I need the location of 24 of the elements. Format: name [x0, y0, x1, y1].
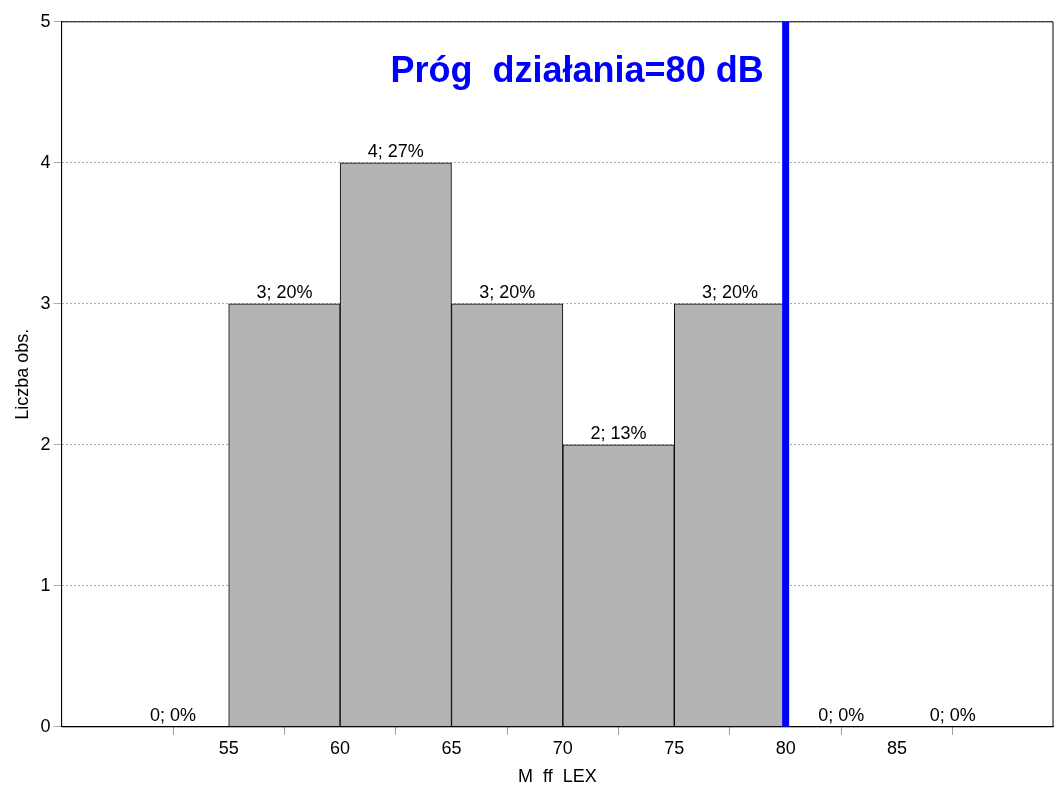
x-tick-label: 65 — [441, 737, 462, 758]
x-tick-label: 85 — [887, 737, 908, 758]
x-tick-label: 60 — [330, 737, 351, 758]
y-tick-label: 2 — [40, 433, 51, 454]
x-tick-label: 70 — [552, 737, 573, 758]
data-label: 0; 0% — [929, 704, 976, 725]
x-tick-label: 55 — [218, 737, 239, 758]
y-tick-label: 4 — [40, 151, 51, 172]
data-label: 3; 20% — [701, 281, 758, 302]
data-label: 3; 20% — [256, 281, 313, 302]
data-label: 4; 27% — [367, 140, 424, 161]
y-tick-label: 0 — [40, 715, 51, 736]
data-label: 0; 0% — [149, 704, 197, 725]
x-tick-label: 80 — [775, 737, 796, 758]
x-tick-label: 75 — [664, 737, 685, 758]
data-label: 3; 20% — [479, 281, 536, 302]
data-label: 0; 0% — [818, 704, 865, 725]
data-label: 2; 13% — [590, 422, 647, 443]
x-axis-title: M ff LEX — [517, 766, 597, 787]
ref-line-label: Próg działania=80 dB — [390, 48, 764, 90]
y-axis-title: Liczba obs. — [11, 328, 32, 420]
y-tick-label: 3 — [40, 292, 51, 313]
y-tick-label: 5 — [40, 10, 51, 31]
y-tick-label: 1 — [40, 574, 51, 595]
